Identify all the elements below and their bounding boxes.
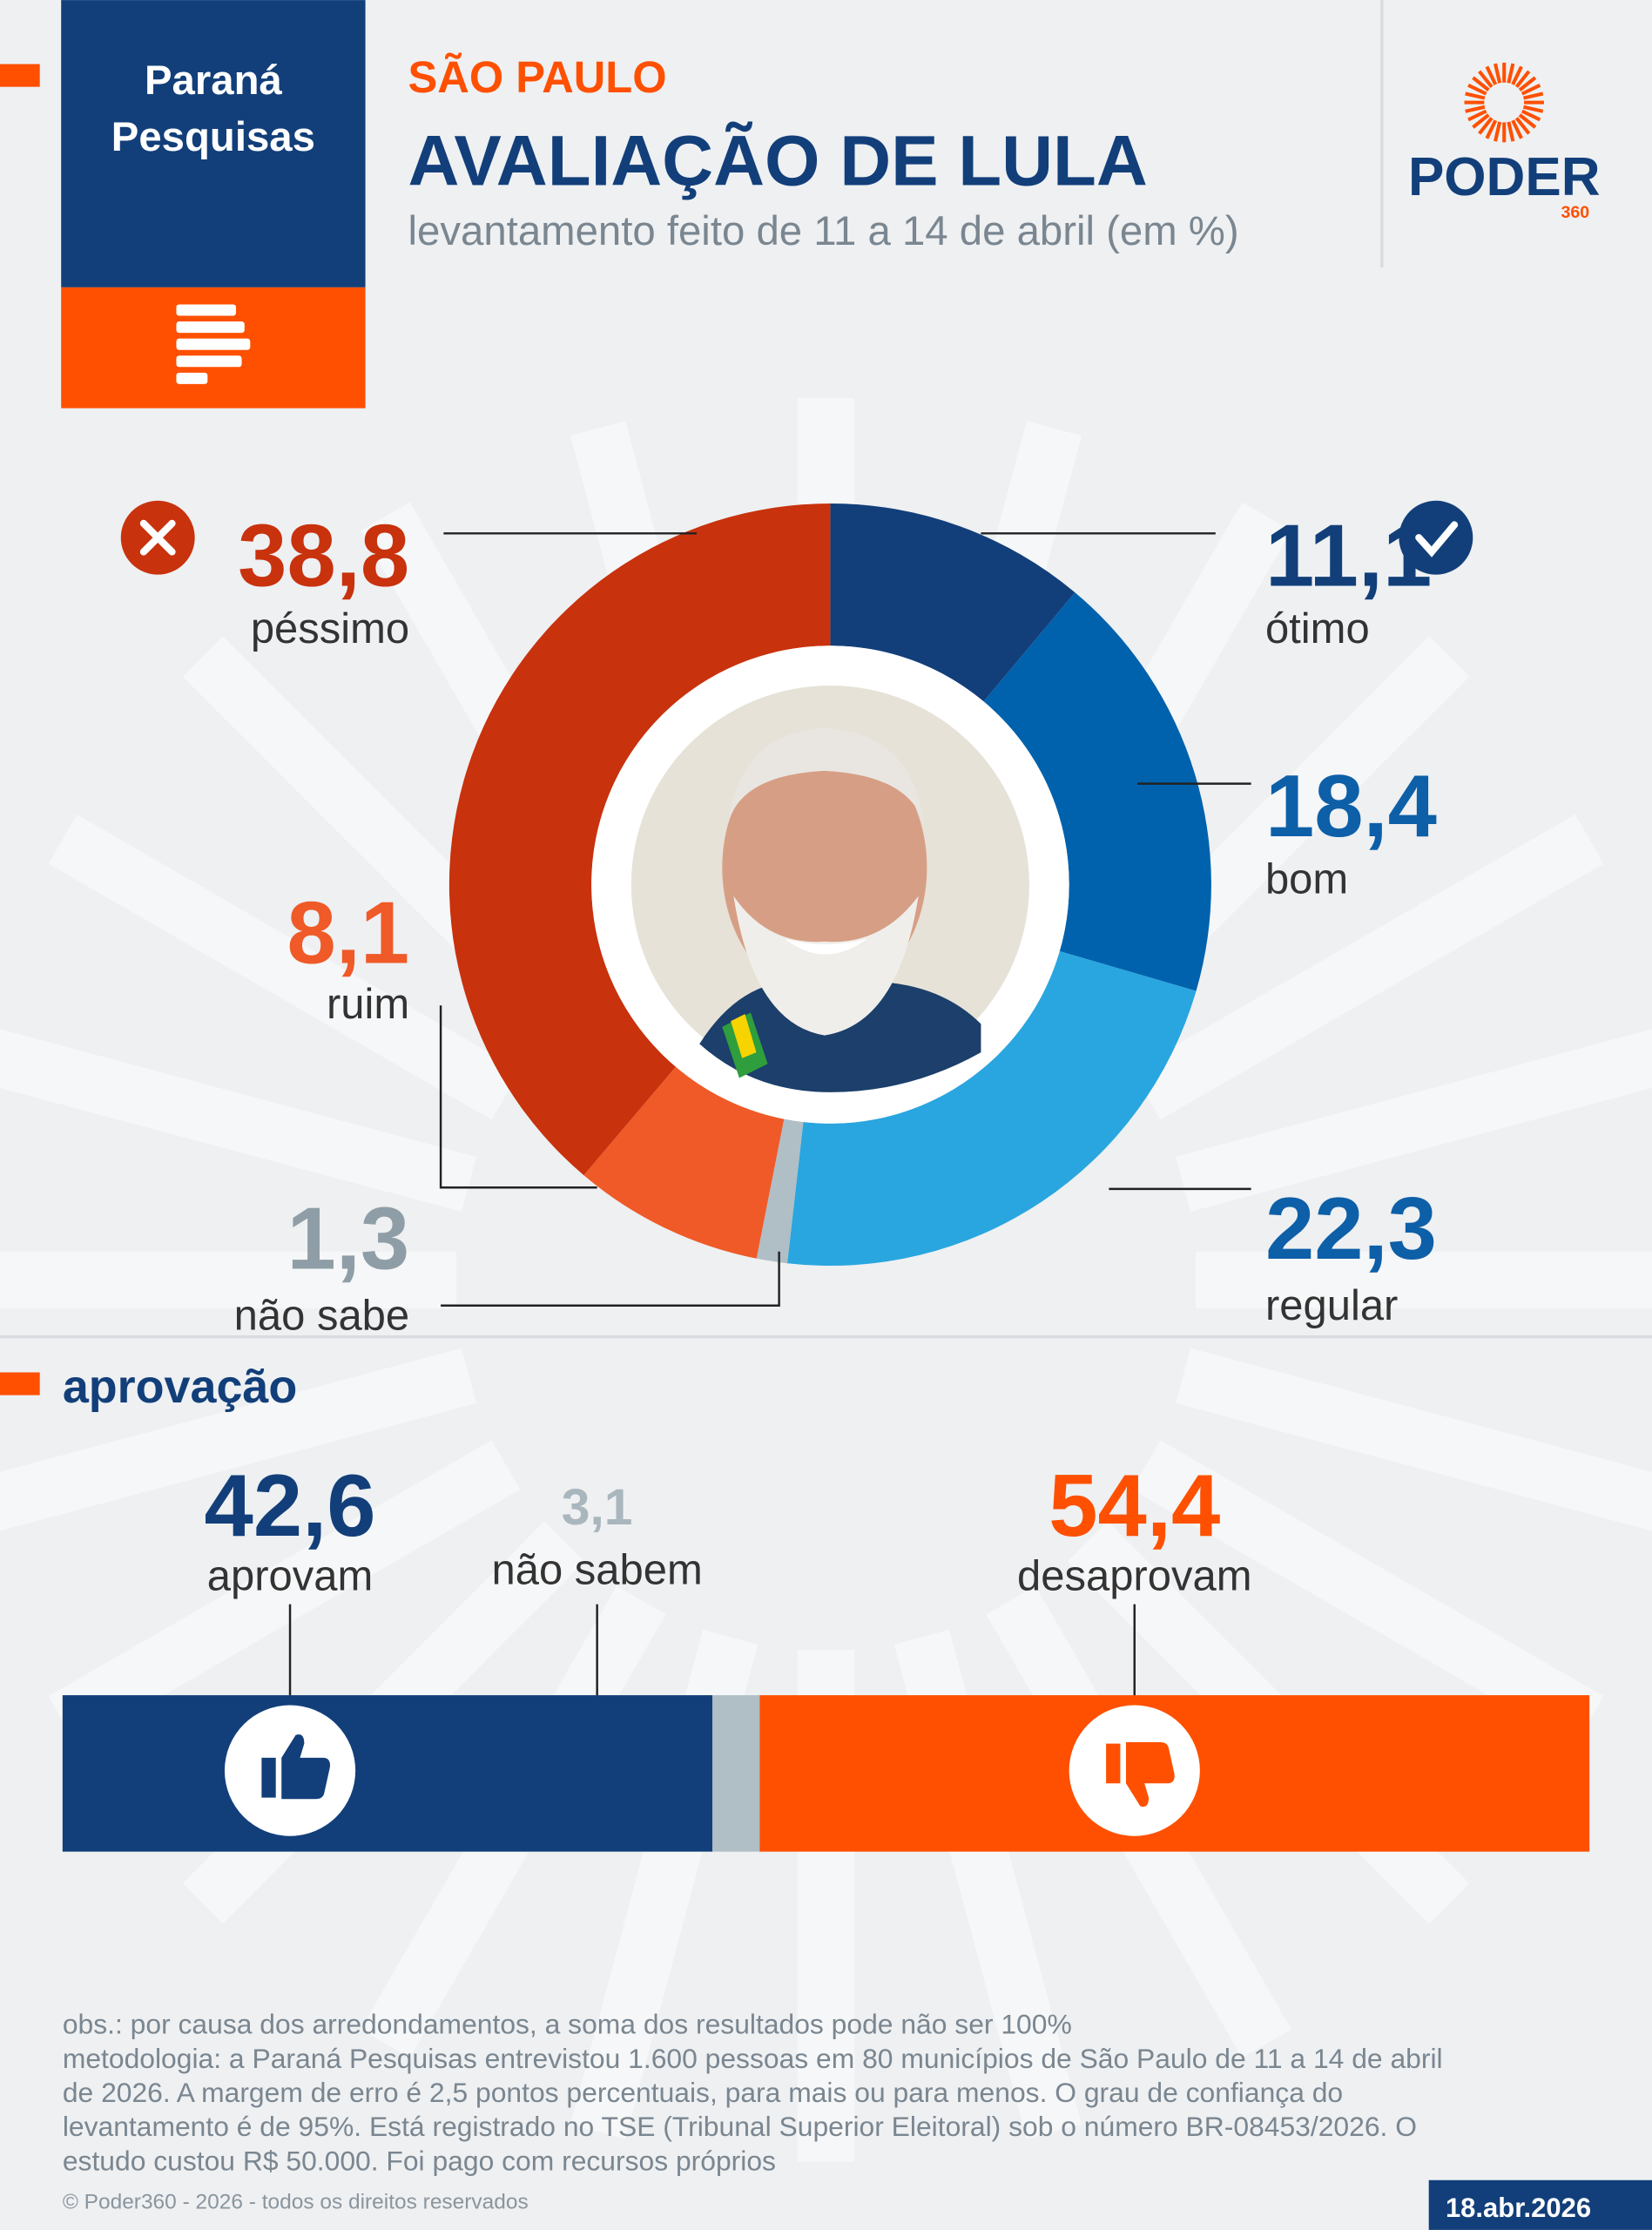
sun-ray	[1467, 83, 1487, 96]
section-title: aprovação	[63, 1361, 297, 1413]
sun-ray	[1514, 117, 1531, 135]
sun-ray	[1521, 109, 1541, 122]
sun-ray	[1472, 113, 1490, 129]
value-label: 54,4	[1049, 1456, 1220, 1555]
source-box	[61, 0, 366, 287]
source-line: Paraná	[145, 57, 283, 104]
icon-good	[1415, 521, 1459, 558]
sun-ray	[1465, 91, 1486, 100]
sun-ray	[1494, 121, 1502, 142]
sun-ray	[1521, 83, 1541, 96]
value-label: 42,6	[205, 1456, 376, 1555]
ray	[1131, 814, 1604, 1120]
icon-approve	[261, 1734, 330, 1800]
ray	[0, 1348, 476, 1531]
sun-ray	[1514, 70, 1531, 89]
notes: obs.: por causa dos arredondamentos, a s…	[63, 2009, 1443, 2177]
ray	[1176, 1348, 1652, 1531]
sun-ray	[1523, 91, 1544, 100]
sun-ray	[1485, 65, 1498, 85]
note: obs.: por causa dos arredondamentos, a s…	[63, 2009, 1072, 2040]
donut-segment	[583, 1066, 785, 1259]
category-label: regular	[1265, 1282, 1398, 1329]
category-label: não sabe	[234, 1293, 410, 1340]
sun-ray	[1511, 119, 1523, 139]
source-logo	[176, 304, 251, 384]
category-label: bom	[1265, 855, 1348, 902]
sun-ray	[1518, 113, 1537, 129]
ray	[1131, 1440, 1604, 1746]
leader-line	[439, 1005, 597, 1189]
value-label: 22,3	[1265, 1179, 1437, 1278]
bar-segment	[712, 1695, 760, 1852]
copyright: © Poder360 - 2026 - todos os direitos re…	[63, 2190, 529, 2213]
region: SÃO PAULO	[408, 52, 667, 102]
portrait	[591, 645, 1069, 1124]
donut-segment	[448, 503, 831, 1176]
donut-segment	[830, 503, 1075, 702]
brand: PODER	[1408, 147, 1601, 207]
source-line: Pesquisas	[111, 114, 315, 160]
note: estudo custou R$ 50.000. Foi pago com re…	[63, 2145, 776, 2176]
ray	[0, 1029, 476, 1213]
category-label: péssimo	[251, 605, 409, 652]
ray	[48, 1440, 521, 1746]
accent-tab	[0, 64, 40, 87]
category-label: desaprovam	[1017, 1552, 1251, 1599]
leader-line	[441, 1251, 780, 1307]
note: metodologia: a Paraná Pesquisas entrevis…	[63, 2043, 1443, 2074]
note: levantamento é de 95%. Está registrado n…	[63, 2111, 1417, 2142]
accent-tab	[0, 1372, 40, 1395]
value-label: 38,8	[238, 507, 409, 605]
icon-disapprove	[1106, 1741, 1175, 1808]
donut-segment	[787, 951, 1197, 1267]
value-label: 18,4	[1265, 757, 1437, 855]
note: de 2026. A margem de erro é 2,5 pontos p…	[63, 2077, 1343, 2108]
value-label: 3,1	[562, 1479, 633, 1536]
sun-ray	[1507, 63, 1515, 84]
title: AVALIAÇÃO DE LULA	[408, 121, 1148, 200]
value-label: 8,1	[287, 883, 409, 982]
sun-ray	[1518, 76, 1537, 91]
category-label: ruim	[327, 981, 409, 1028]
icon-good	[1399, 500, 1473, 575]
sun-ray	[1523, 105, 1544, 113]
category-label: ótimo	[1265, 605, 1370, 652]
bar-segment	[62, 1695, 713, 1852]
sun-ray	[1485, 119, 1498, 139]
sun-ray	[1507, 121, 1515, 142]
sun-ray	[1478, 117, 1494, 135]
sun-ray	[1494, 63, 1502, 84]
sun-ray	[1472, 76, 1490, 91]
subtitle: levantamento feito de 11 a 14 de abril (…	[408, 208, 1239, 254]
category-label: não sabem	[492, 1547, 703, 1594]
sun-ray	[1511, 65, 1523, 85]
donut-segment	[983, 592, 1211, 991]
icon-bad	[139, 519, 176, 556]
ray	[48, 814, 521, 1120]
brand-sub: 360	[1561, 203, 1589, 222]
brand-mark	[1464, 62, 1544, 143]
sun-ray	[1467, 109, 1487, 122]
sun-ray	[1465, 105, 1486, 113]
ray	[1176, 1029, 1652, 1213]
sun-ray	[1478, 70, 1494, 89]
donut-segment	[756, 1118, 804, 1264]
date-box	[1428, 2179, 1652, 2230]
date: 18.abr.2026	[1446, 2193, 1591, 2223]
value-label: 1,3	[287, 1189, 409, 1287]
category-label: aprovam	[207, 1552, 374, 1599]
